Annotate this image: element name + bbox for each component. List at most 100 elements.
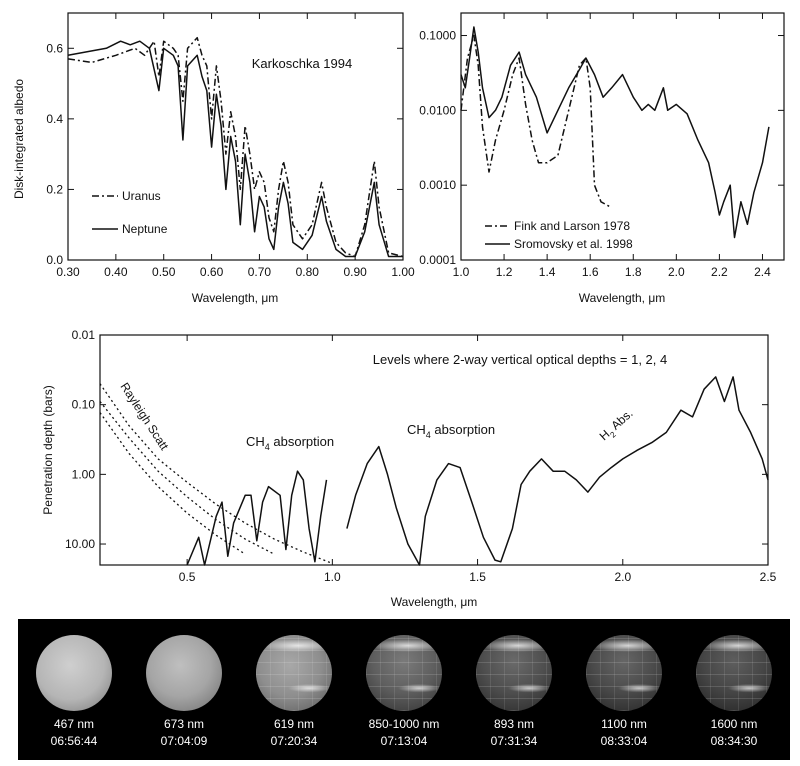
levels-annotation: Levels where 2-way vertical optical dept… <box>373 352 667 367</box>
ch4-absorption-annotation-2: CH4 absorption <box>407 422 495 440</box>
timestamp-label: 07:31:34 <box>490 734 538 748</box>
x-tick-label: 0.60 <box>200 265 224 279</box>
wavelength-label: 1600 nm <box>710 717 758 731</box>
x-tick-label: 0.40 <box>104 265 128 279</box>
y-tick-label: 0.10 <box>72 398 96 412</box>
series-line-2 <box>99 412 246 555</box>
y-tick-label: 0.4 <box>46 112 63 126</box>
x-tick-label: 0.70 <box>248 265 272 279</box>
ch4-label: CH <box>246 434 265 449</box>
y-ticks: 0.1000 0.0100 0.0010 0.0001 <box>419 29 784 267</box>
y-tick-label: 1.00 <box>72 467 96 481</box>
lat-lon-grid-overlay <box>476 635 552 711</box>
planet-image-cell: 893 nm 07:31:34 <box>460 619 568 760</box>
x-ticks: 0.30 0.40 0.50 0.60 0.70 0.80 0.90 1.00 <box>56 13 415 279</box>
ch4-label: CH <box>407 422 426 437</box>
y-tick-label: 0.0 <box>46 253 63 267</box>
legend-label-uranus: Uranus <box>122 189 161 203</box>
rayleigh-annotation: Rayleigh Scatt <box>117 380 171 453</box>
planet-image-cell: 673 nm 07:04:09 <box>130 619 238 760</box>
x-tick-label: 1.8 <box>625 265 642 279</box>
wavelength-label: 1100 nm <box>601 717 647 731</box>
x-tick-label: 1.00 <box>391 265 415 279</box>
timestamp-label: 06:56:44 <box>50 734 98 748</box>
x-tick-label: 1.0 <box>324 570 341 584</box>
x-tick-label: 1.0 <box>453 265 470 279</box>
ch4-absorption-annotation-1: CH4 absorption <box>246 434 334 452</box>
neptune-image-strip: 467 nm 06:56:44 673 nm 07:04:09 619 nm 07:20:… <box>18 619 790 760</box>
timestamp-label: 08:34:30 <box>710 734 758 748</box>
x-tick-label: 2.0 <box>614 570 631 584</box>
series-line-3 <box>99 383 333 565</box>
x-tick-label: 0.5 <box>179 570 196 584</box>
x-tick-label: 2.2 <box>711 265 728 279</box>
x-tick-label: 1.2 <box>496 265 513 279</box>
x-tick-label: 1.5 <box>469 570 486 584</box>
timestamp-label: 07:13:04 <box>380 734 428 748</box>
x-tick-label: 2.0 <box>668 265 685 279</box>
y-axis-label: Penetration depth (bars) <box>41 385 55 514</box>
x-axis-label: Wavelength, μm <box>579 291 666 305</box>
legend: Uranus Neptune <box>92 189 168 236</box>
neptune-disk-image <box>146 635 222 711</box>
wavelength-label: 850-1000 nm <box>368 717 440 731</box>
x-ticks: 0.5 1.0 1.5 2.0 2.5 <box>179 335 777 584</box>
x-tick-label: 0.30 <box>56 265 80 279</box>
annotation: Karkoschka 1994 <box>252 56 352 71</box>
y-tick-label: 0.6 <box>46 41 63 55</box>
y-tick-label: 0.2 <box>46 182 63 196</box>
planet-image-cell: 1600 nm 08:34:30 <box>680 619 788 760</box>
penetration-depth-chart: Levels where 2-way vertical optical dept… <box>41 328 777 609</box>
x-tick-label: 0.90 <box>343 265 367 279</box>
x-axis-label: Wavelength, μm <box>391 595 478 609</box>
plot-frame <box>67 12 404 261</box>
y-tick-label: 10.00 <box>65 537 95 551</box>
abs-label: Abs. <box>606 406 635 434</box>
x-ticks: 1.0 1.2 1.4 1.6 1.8 2.0 2.2 2.4 <box>453 13 771 279</box>
y-tick-label: 0.0010 <box>419 178 456 192</box>
x-tick-label: 1.6 <box>582 265 599 279</box>
series <box>99 376 769 566</box>
lat-lon-grid-overlay <box>366 635 442 711</box>
y-ticks: 0.01 0.10 1.00 10.00 <box>65 328 768 551</box>
planet-image-cell: 619 nm 07:20:34 <box>240 619 348 760</box>
series-line-2 <box>67 40 403 258</box>
series <box>460 26 770 239</box>
legend-label-sromovsky: Sromovsky et al. 1998 <box>514 237 633 251</box>
h2-absorption-annotation: H2 Abs. <box>597 406 638 445</box>
x-tick-label: 2.5 <box>760 570 777 584</box>
legend-label-neptune: Neptune <box>122 222 168 236</box>
x-tick-label: 0.50 <box>152 265 176 279</box>
wavelength-label: 467 nm <box>53 717 95 731</box>
legend-label-fink: Fink and Larson 1978 <box>514 219 630 233</box>
series <box>67 36 404 258</box>
x-tick-label: 0.80 <box>296 265 320 279</box>
planet-image-cell: 1100 nm 08:33:04 <box>570 619 678 760</box>
figure: Karkoschka 1994 Wavelength, μm Disk-inte… <box>12 12 785 609</box>
x-axis-label: Wavelength, μm <box>192 291 279 305</box>
planet-image-cell: 850-1000 nm 07:13:04 <box>350 619 458 760</box>
uranus-near-ir-chart: Wavelength, μm Fink and Larson 1978 Srom… <box>419 12 785 305</box>
y-ticks: 0.0 0.2 0.4 0.6 <box>46 41 403 267</box>
lat-lon-grid-overlay <box>256 635 332 711</box>
absorption-label: absorption <box>431 422 495 437</box>
ch4-subscript: 4 <box>426 430 431 440</box>
timestamp-label: 07:04:09 <box>160 734 208 748</box>
y-tick-label: 0.1000 <box>419 29 456 43</box>
wavelength-label: 893 nm <box>493 717 535 731</box>
absorption-label: absorption <box>270 434 334 449</box>
lat-lon-grid-overlay <box>696 635 772 711</box>
h2-subscript: 2 <box>608 430 618 440</box>
plot-frame <box>99 334 769 566</box>
timestamp-label: 08:33:04 <box>600 734 648 748</box>
y-axis-label: Disk-integrated albedo <box>12 79 26 199</box>
x-tick-label: 1.4 <box>539 265 556 279</box>
series-line-1 <box>460 34 613 209</box>
y-tick-label: 0.0100 <box>419 103 456 117</box>
series-line-2 <box>460 26 770 239</box>
series-line-4 <box>186 470 328 566</box>
ch4-subscript: 4 <box>265 442 270 452</box>
wavelength-label: 619 nm <box>273 717 315 731</box>
y-tick-label: 0.0001 <box>419 253 456 267</box>
legend: Fink and Larson 1978 Sromovsky et al. 19… <box>485 219 633 251</box>
